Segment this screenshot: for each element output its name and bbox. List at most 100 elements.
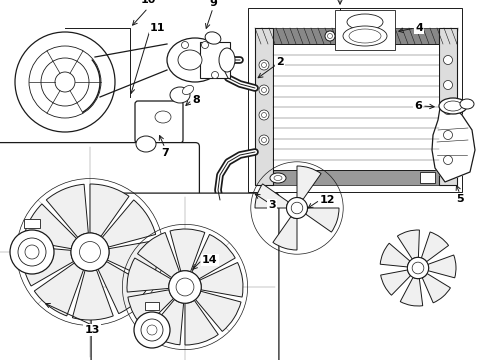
Bar [273,44,439,170]
Ellipse shape [136,136,156,152]
Circle shape [291,202,303,214]
FancyBboxPatch shape [91,193,279,360]
Circle shape [443,81,452,90]
Ellipse shape [439,98,467,114]
Wedge shape [102,200,156,247]
Ellipse shape [205,32,221,44]
Circle shape [29,46,101,118]
Wedge shape [34,263,83,316]
FancyBboxPatch shape [135,101,183,143]
Wedge shape [73,270,113,320]
Circle shape [147,325,157,335]
Bar [439,28,457,185]
Bar [255,28,457,44]
Wedge shape [138,233,179,278]
Text: 6: 6 [414,101,422,111]
Circle shape [41,58,89,106]
Text: 8: 8 [192,95,200,105]
Circle shape [201,41,209,49]
Wedge shape [90,184,129,237]
Circle shape [327,33,333,39]
Wedge shape [196,291,241,332]
Ellipse shape [347,14,383,30]
Text: 10: 10 [140,0,156,5]
Wedge shape [147,300,184,345]
Bar [248,8,462,192]
Circle shape [443,156,452,165]
Circle shape [325,31,335,41]
Ellipse shape [349,29,381,43]
Circle shape [259,60,269,70]
Wedge shape [200,262,243,297]
Circle shape [443,55,452,64]
Circle shape [15,32,115,132]
Ellipse shape [167,38,223,82]
Wedge shape [397,230,419,259]
Ellipse shape [178,50,202,70]
Bar [145,302,159,310]
Circle shape [287,198,308,219]
Bar [255,28,273,185]
Text: 5: 5 [456,194,464,204]
Ellipse shape [170,87,190,103]
Text: 13: 13 [84,325,99,335]
Bar [24,219,40,228]
Bar [200,42,230,78]
Wedge shape [428,255,456,278]
Ellipse shape [444,101,462,111]
Text: 4: 4 [415,23,423,33]
Wedge shape [170,229,205,272]
Ellipse shape [182,85,194,95]
Wedge shape [98,261,149,314]
Ellipse shape [219,48,235,72]
Wedge shape [128,290,173,328]
Text: 14: 14 [202,255,218,265]
Text: 9: 9 [209,0,217,8]
Text: 3: 3 [268,200,276,210]
Wedge shape [22,246,74,286]
Polygon shape [432,108,475,182]
Ellipse shape [343,26,387,46]
Wedge shape [380,243,410,267]
Circle shape [259,135,269,145]
Circle shape [18,238,46,266]
Circle shape [134,312,170,348]
Ellipse shape [270,173,286,183]
FancyBboxPatch shape [0,143,199,360]
Circle shape [212,72,219,78]
Circle shape [55,72,75,92]
Circle shape [412,262,424,274]
Circle shape [169,271,201,303]
Circle shape [262,112,267,117]
Text: 11: 11 [150,23,166,33]
Circle shape [10,230,54,274]
Bar [255,170,457,185]
Wedge shape [297,166,321,199]
Wedge shape [422,274,450,303]
Wedge shape [192,234,235,279]
Text: 7: 7 [161,148,169,158]
Wedge shape [306,208,339,232]
Wedge shape [273,217,297,250]
Ellipse shape [155,111,171,123]
Bar [420,172,435,183]
Circle shape [443,130,452,139]
Ellipse shape [274,175,282,180]
Wedge shape [185,300,218,345]
Wedge shape [421,232,448,262]
Circle shape [262,63,267,68]
Circle shape [176,278,194,296]
Wedge shape [255,184,289,208]
Circle shape [71,233,109,271]
Text: 2: 2 [276,57,284,67]
Wedge shape [400,278,423,306]
Circle shape [79,242,100,262]
Circle shape [25,245,39,259]
Wedge shape [46,184,88,237]
Text: 12: 12 [320,195,336,205]
Ellipse shape [460,99,474,109]
Circle shape [407,257,429,279]
Circle shape [259,85,269,95]
Circle shape [141,319,163,341]
Wedge shape [107,240,158,281]
